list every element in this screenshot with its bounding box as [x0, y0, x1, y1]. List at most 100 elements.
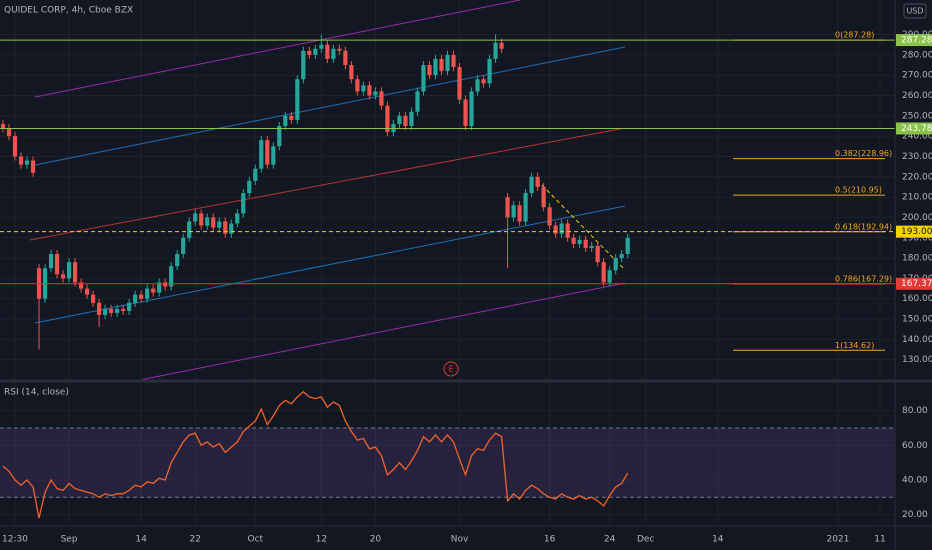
candle-body	[84, 288, 90, 295]
candle-body	[145, 288, 150, 299]
candle-body	[577, 239, 582, 244]
y-tick-label: 80.00	[902, 406, 928, 416]
candle-body	[331, 48, 336, 59]
x-tick-label: Oct	[248, 535, 264, 545]
candle-body	[205, 217, 210, 226]
candle-body	[349, 65, 354, 80]
candle-body	[30, 160, 36, 173]
candle-body	[211, 217, 216, 228]
price-badge	[896, 122, 932, 135]
candle-body	[313, 48, 318, 55]
candle-body	[60, 274, 66, 279]
candle-body	[193, 213, 198, 222]
rsi-band	[0, 428, 895, 498]
y-tick-label: 60.00	[902, 441, 928, 451]
candle-body	[217, 221, 222, 228]
y-tick-label: 130.00	[902, 355, 932, 365]
candle-body	[229, 223, 234, 234]
candle-body	[571, 237, 576, 244]
candle-body	[565, 223, 570, 238]
candle-body	[517, 205, 522, 222]
candle-body	[367, 85, 372, 96]
y-tick-label: 250.00	[902, 111, 932, 121]
candle-body	[0, 123, 6, 129]
candle-body	[619, 254, 624, 259]
candle-body	[301, 50, 306, 80]
candle-body	[247, 180, 252, 194]
candle-body	[78, 282, 84, 289]
candle-body	[72, 262, 78, 283]
candle-body	[295, 79, 300, 120]
candle-body	[601, 262, 606, 283]
candle-body	[289, 115, 294, 120]
x-tick-label: 14	[135, 535, 147, 545]
candle-body	[241, 193, 246, 214]
candle-body	[373, 91, 378, 96]
candle-body	[529, 176, 534, 194]
x-tick-label: 2021	[826, 535, 849, 545]
candle-body	[607, 270, 612, 283]
y-tick-label: 210.00	[902, 193, 932, 203]
candle-body	[343, 50, 348, 66]
candle-body	[235, 213, 240, 224]
candle-body	[427, 65, 432, 76]
candle-body	[625, 237, 630, 255]
fib-label: 1(134.62)	[835, 341, 874, 350]
trend-lines	[29, 0, 626, 381]
y-tick-label: 40.00	[902, 475, 928, 485]
x-tick-label: 12:30	[2, 535, 28, 545]
candle-body	[409, 111, 414, 126]
candle-body	[187, 221, 192, 238]
channel-line	[29, 127, 626, 241]
fib-label: 0.618(192.94)	[835, 222, 892, 231]
y-tick-label: 140.00	[902, 335, 932, 345]
x-tick-label: Nov	[451, 535, 469, 545]
candle-body	[157, 282, 162, 293]
candle-body	[361, 85, 366, 92]
fib-label: 0(287.28)	[835, 31, 874, 40]
fib-label: 0.786(167.29)	[835, 274, 892, 283]
currency-box	[903, 3, 927, 19]
candle-body	[559, 223, 564, 234]
y-tick-label: 160.00	[902, 294, 932, 304]
candle-body	[469, 91, 474, 126]
rsi-title: RSI (14, close)	[4, 388, 69, 398]
candle-body	[223, 221, 228, 234]
candle-body	[97, 302, 102, 315]
candle-body	[127, 302, 132, 311]
rsi-line	[2, 390, 629, 519]
price-badge-label: 167.37	[901, 279, 932, 289]
candle-body	[115, 308, 120, 313]
candle-body	[24, 160, 30, 165]
candle-body	[121, 308, 126, 311]
x-tick-label: Sep	[61, 535, 78, 545]
candle-body	[475, 79, 480, 92]
candle-body	[325, 44, 330, 59]
x-tick-label: 12	[316, 535, 327, 545]
candle-body	[271, 146, 276, 165]
candle-body	[66, 262, 72, 279]
candle-body	[493, 42, 498, 59]
x-tick-label: 22	[189, 535, 200, 545]
channel-line	[34, 46, 626, 166]
candle-body	[259, 140, 264, 169]
channel-line	[34, 205, 626, 324]
currency: USD	[906, 7, 923, 16]
chart-title: QUIDEL CORP, 4h, Cboe BZX	[4, 6, 133, 16]
candle-body	[385, 105, 390, 133]
candle-body	[511, 205, 516, 218]
candle-body	[397, 115, 402, 124]
candle-body	[181, 237, 186, 255]
candle-body	[505, 197, 510, 218]
candle-body	[319, 44, 324, 49]
x-tick-label: Dec	[637, 535, 654, 545]
y-tick-label: 230.00	[902, 152, 932, 162]
price-badge-label: 243.78	[901, 124, 932, 134]
candle-body	[163, 282, 168, 287]
candle-body	[12, 136, 18, 157]
x-tick-label: 14	[712, 535, 724, 545]
